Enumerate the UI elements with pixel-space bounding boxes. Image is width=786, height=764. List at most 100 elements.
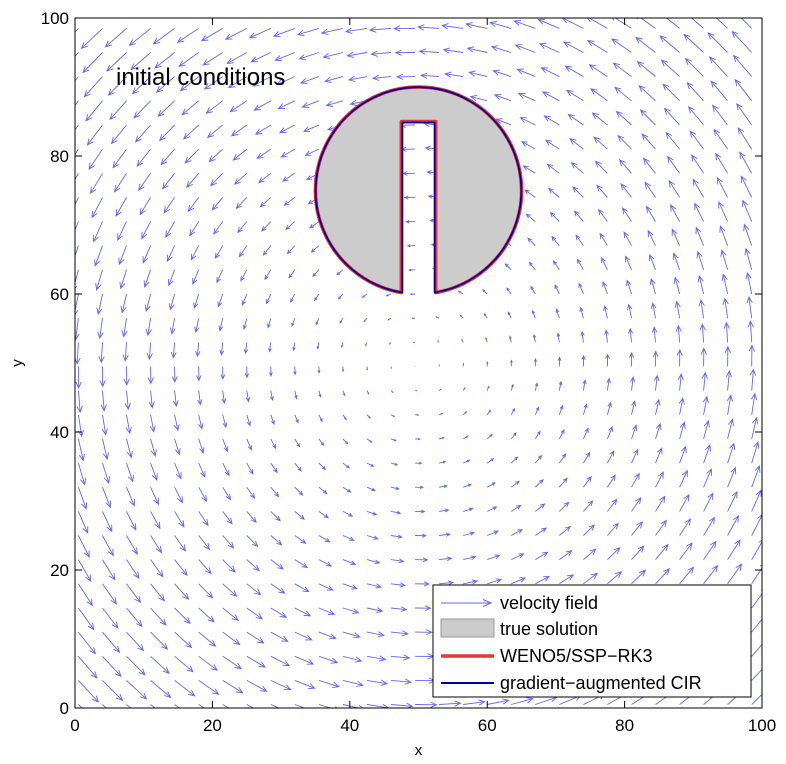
velocity-arrow bbox=[558, 429, 565, 440]
velocity-arrow bbox=[439, 532, 451, 537]
velocity-arrow bbox=[210, 172, 224, 187]
velocity-arrow bbox=[96, 293, 103, 316]
velocity-arrow bbox=[663, 107, 680, 126]
velocity-arrow bbox=[672, 252, 681, 270]
velocity-arrow bbox=[486, 385, 490, 391]
velocity-arrow bbox=[86, 124, 103, 146]
velocity-arrow bbox=[76, 390, 83, 414]
velocity-arrow bbox=[283, 197, 296, 206]
velocity-arrow bbox=[99, 366, 106, 388]
velocity-arrow bbox=[312, 269, 320, 278]
velocity-arrow bbox=[121, 318, 128, 338]
velocity-arrow bbox=[269, 366, 273, 377]
velocity-arrow bbox=[77, 462, 87, 486]
velocity-arrow bbox=[365, 342, 368, 347]
velocity-arrow bbox=[294, 631, 313, 641]
velocity-arrow bbox=[620, 183, 632, 198]
velocity-arrow bbox=[393, 25, 416, 32]
velocity-arrow bbox=[198, 486, 208, 503]
velocity-arrow bbox=[679, 566, 695, 585]
velocity-arrow bbox=[463, 483, 472, 488]
velocity-arrow bbox=[627, 303, 633, 319]
velocity-arrow bbox=[712, 104, 728, 126]
velocity-arrow bbox=[366, 583, 382, 589]
velocity-arrow bbox=[150, 535, 162, 554]
velocity-arrow bbox=[607, 546, 621, 560]
velocity-arrow bbox=[727, 514, 740, 536]
velocity-arrow bbox=[318, 559, 333, 567]
velocity-arrow bbox=[462, 435, 469, 440]
velocity-arrow bbox=[168, 293, 176, 311]
velocity-arrow bbox=[198, 535, 211, 551]
velocity-arrow bbox=[293, 366, 297, 376]
velocity-arrow bbox=[510, 456, 519, 464]
velocity-arrow bbox=[372, 74, 392, 81]
velocity-arrow bbox=[606, 425, 613, 440]
velocity-arrow bbox=[510, 407, 516, 416]
velocity-arrow bbox=[120, 293, 127, 314]
velocity-arrow bbox=[222, 559, 236, 573]
velocity-arrow bbox=[582, 427, 589, 440]
velocity-arrow bbox=[294, 414, 299, 424]
velocity-arrow bbox=[310, 245, 320, 253]
velocity-arrow bbox=[198, 631, 217, 647]
velocity-arrow bbox=[487, 554, 501, 561]
velocity-arrow bbox=[370, 50, 392, 57]
velocity-arrow bbox=[222, 704, 230, 708]
velocity-arrow bbox=[486, 360, 489, 367]
velocity-arrow bbox=[102, 462, 110, 485]
velocity-arrow bbox=[635, 36, 656, 53]
velocity-arrow bbox=[270, 414, 275, 426]
velocity-arrow bbox=[390, 486, 400, 491]
velocity-arrow bbox=[660, 59, 680, 77]
velocity-arrow bbox=[466, 46, 488, 53]
velocity-arrow bbox=[232, 148, 248, 161]
velocity-arrow bbox=[390, 438, 397, 442]
velocity-arrow bbox=[173, 414, 180, 432]
velocity-arrow bbox=[554, 284, 560, 295]
velocity-arrow bbox=[567, 113, 584, 126]
velocity-arrow bbox=[206, 124, 223, 138]
velocity-arrow bbox=[487, 578, 503, 585]
velocity-arrow bbox=[366, 438, 373, 443]
velocity-arrow bbox=[317, 366, 321, 374]
velocity-arrow bbox=[461, 338, 464, 343]
velocity-arrow bbox=[415, 701, 438, 708]
velocity-arrow bbox=[318, 462, 326, 471]
velocity-arrow bbox=[91, 197, 103, 219]
velocity-arrow bbox=[510, 359, 513, 367]
velocity-arrow bbox=[655, 447, 663, 464]
velocity-arrow bbox=[174, 583, 190, 601]
velocity-arrow bbox=[289, 293, 296, 303]
velocity-arrow bbox=[415, 533, 428, 538]
velocity-arrow bbox=[117, 221, 127, 241]
velocity-arrow bbox=[337, 293, 344, 300]
velocity-arrow bbox=[651, 326, 658, 343]
velocity-arrow bbox=[535, 551, 549, 560]
velocity-arrow bbox=[396, 73, 416, 80]
velocity-arrow bbox=[366, 390, 370, 395]
velocity-arrow bbox=[552, 259, 560, 271]
velocity-arrow bbox=[133, 100, 151, 119]
velocity-arrow bbox=[342, 535, 355, 541]
velocity-arrow bbox=[189, 221, 200, 237]
velocity-arrow bbox=[583, 500, 594, 512]
velocity-arrow bbox=[102, 655, 122, 677]
velocity-arrow bbox=[270, 390, 274, 401]
velocity-arrow bbox=[439, 508, 450, 513]
velocity-arrow bbox=[611, 18, 632, 29]
velocity-arrow bbox=[299, 76, 320, 84]
velocity-arrow bbox=[110, 124, 127, 145]
velocity-arrow bbox=[366, 607, 384, 613]
velocity-arrow bbox=[318, 535, 331, 543]
velocity-arrow bbox=[631, 497, 642, 512]
velocity-arrow bbox=[250, 52, 271, 63]
velocity-arrow bbox=[251, 76, 272, 87]
velocity-arrow bbox=[692, 178, 704, 198]
velocity-arrow bbox=[629, 351, 635, 367]
velocity-arrow bbox=[615, 110, 632, 126]
velocity-arrow bbox=[459, 314, 464, 319]
velocity-arrow bbox=[535, 503, 546, 512]
velocity-arrow bbox=[612, 62, 632, 77]
velocity-arrow bbox=[582, 379, 587, 391]
